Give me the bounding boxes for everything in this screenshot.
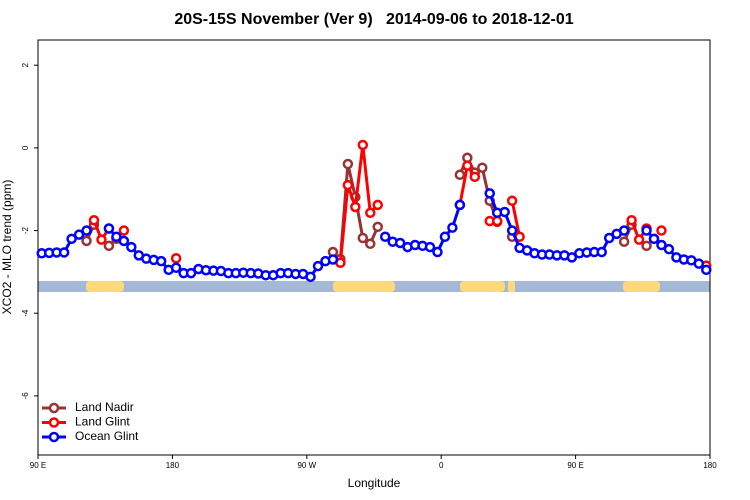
- data-point: [454, 199, 466, 211]
- data-point: [618, 225, 630, 236]
- data-point: [603, 232, 615, 244]
- data-point: [103, 240, 115, 252]
- data-point: [81, 235, 92, 247]
- data-point: [663, 243, 675, 255]
- data-point: [327, 254, 339, 265]
- data-point: [126, 241, 137, 253]
- data-point: [656, 239, 667, 251]
- data-point: [170, 252, 182, 264]
- data-point: [506, 195, 518, 207]
- data-point: [66, 233, 77, 245]
- data-point: [170, 262, 182, 274]
- legend-marker: [48, 402, 60, 414]
- data-point: [596, 246, 607, 258]
- data-point: [641, 225, 652, 236]
- x-tick-label: 90 W: [297, 461, 316, 470]
- x-axis-label: Longitude: [348, 476, 401, 490]
- data-point: [656, 225, 667, 236]
- data-point: [462, 160, 473, 171]
- data-point: [155, 255, 167, 267]
- x-tick-label: 0: [439, 461, 444, 470]
- data-point: [641, 240, 652, 252]
- legend-label: Land Nadir: [75, 400, 134, 414]
- legend-marker: [48, 417, 60, 428]
- y-tick-label: 0: [21, 145, 30, 150]
- data-point: [454, 169, 466, 181]
- land-band: [623, 281, 660, 292]
- legend-label: Ocean Glint: [75, 429, 139, 443]
- data-point: [342, 158, 354, 170]
- data-point: [88, 214, 100, 226]
- x-tick-label: 180: [166, 461, 180, 470]
- data-point: [447, 222, 458, 233]
- legend-marker: [48, 431, 60, 443]
- data-point: [312, 260, 324, 272]
- data-point: [477, 162, 488, 173]
- data-point: [118, 225, 130, 236]
- data-point: [305, 271, 316, 283]
- y-tick-label: -6: [21, 392, 30, 400]
- data-point: [499, 206, 510, 218]
- data-point: [469, 171, 481, 183]
- plot-frame: [37, 39, 711, 456]
- land-band: [86, 281, 124, 292]
- data-point: [111, 231, 122, 243]
- data-point: [350, 201, 361, 213]
- data-point: [73, 229, 85, 240]
- data-point: [566, 252, 578, 263]
- data-point: [96, 234, 107, 245]
- land-band: [508, 281, 515, 292]
- series: [90, 141, 710, 270]
- data-point: [394, 237, 406, 249]
- data-point: [701, 264, 712, 276]
- data-point: [484, 188, 495, 199]
- data-point: [365, 207, 376, 219]
- data-point: [648, 233, 660, 245]
- data-point: [379, 231, 391, 243]
- data-point: [626, 214, 637, 226]
- y-tick-label: 2: [21, 62, 30, 67]
- data-point: [372, 199, 383, 211]
- data-point: [81, 225, 92, 236]
- data-point: [342, 179, 354, 191]
- data-point: [439, 231, 451, 243]
- data-point: [185, 267, 197, 279]
- y-tick-label: -2: [21, 226, 30, 234]
- data-point: [491, 215, 503, 227]
- x-tick-label: 180: [703, 461, 717, 470]
- land-band: [460, 281, 505, 292]
- y-tick-label: -4: [21, 309, 30, 317]
- surface-band: [38, 281, 710, 292]
- data-point: [693, 258, 705, 269]
- y-axis-label: XCO2 - MLO trend (ppm): [0, 180, 14, 315]
- chart-title: 20S-15S November (Ver 9) 2014-09-06 to 2…: [174, 11, 573, 28]
- data-point: [357, 232, 369, 244]
- data-point: [118, 235, 130, 247]
- x-tick-label: 90 E: [30, 461, 46, 470]
- legend-label: Land Glint: [75, 415, 130, 429]
- data-point: [506, 225, 518, 236]
- data-point: [424, 241, 436, 253]
- data-point: [58, 247, 70, 258]
- data-point: [432, 246, 443, 258]
- data-point: [103, 223, 115, 234]
- data-point: [618, 236, 630, 247]
- data-point: [357, 139, 369, 151]
- series: [36, 188, 712, 283]
- data-point: [365, 238, 376, 250]
- x-tick-label: 90 E: [567, 461, 583, 470]
- data-point: [372, 221, 383, 233]
- data-point: [633, 234, 645, 245]
- land-band: [333, 281, 395, 292]
